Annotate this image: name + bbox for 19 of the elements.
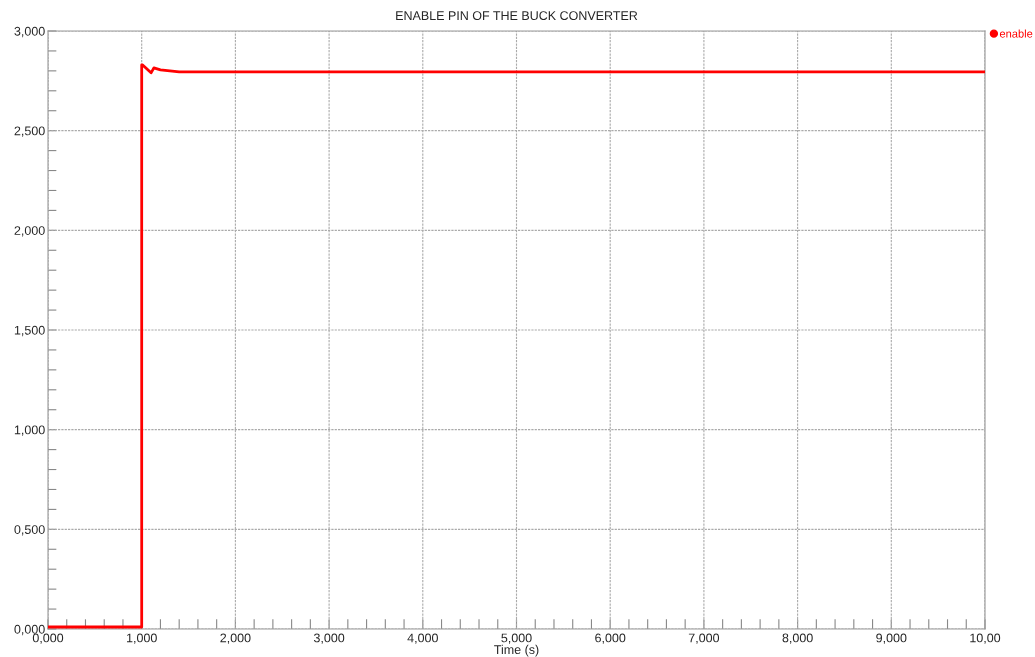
y-tick-label: 3,000: [14, 26, 45, 38]
x-tick-label: 9,000: [876, 633, 907, 644]
y-tick-label: 2,000: [14, 226, 45, 237]
x-tick-label: 6,000: [595, 633, 626, 644]
y-tick-label: 1,500: [14, 325, 45, 337]
x-tick-label: 10,00: [970, 633, 1001, 644]
legend-label: enable: [999, 29, 1033, 38]
y-tick-label: 2,500: [14, 126, 45, 137]
x-axis-title: Time (s): [494, 644, 539, 657]
x-tick-label: 5,000: [501, 633, 532, 644]
x-tick-label: 7,000: [688, 633, 720, 644]
y-tick-label: 1,000: [14, 425, 45, 436]
y-tick-label: 0,500: [14, 525, 45, 536]
x-tick-label: 4,000: [407, 633, 438, 644]
x-tick-label: 3,000: [313, 633, 345, 644]
chart-title: ENABLE PIN OF THE BUCK CONVERTER: [396, 11, 638, 21]
x-tick-label: 8,000: [782, 633, 813, 644]
x-tick-label: 1,000: [127, 633, 157, 644]
x-tick-label: 2,000: [220, 633, 251, 644]
